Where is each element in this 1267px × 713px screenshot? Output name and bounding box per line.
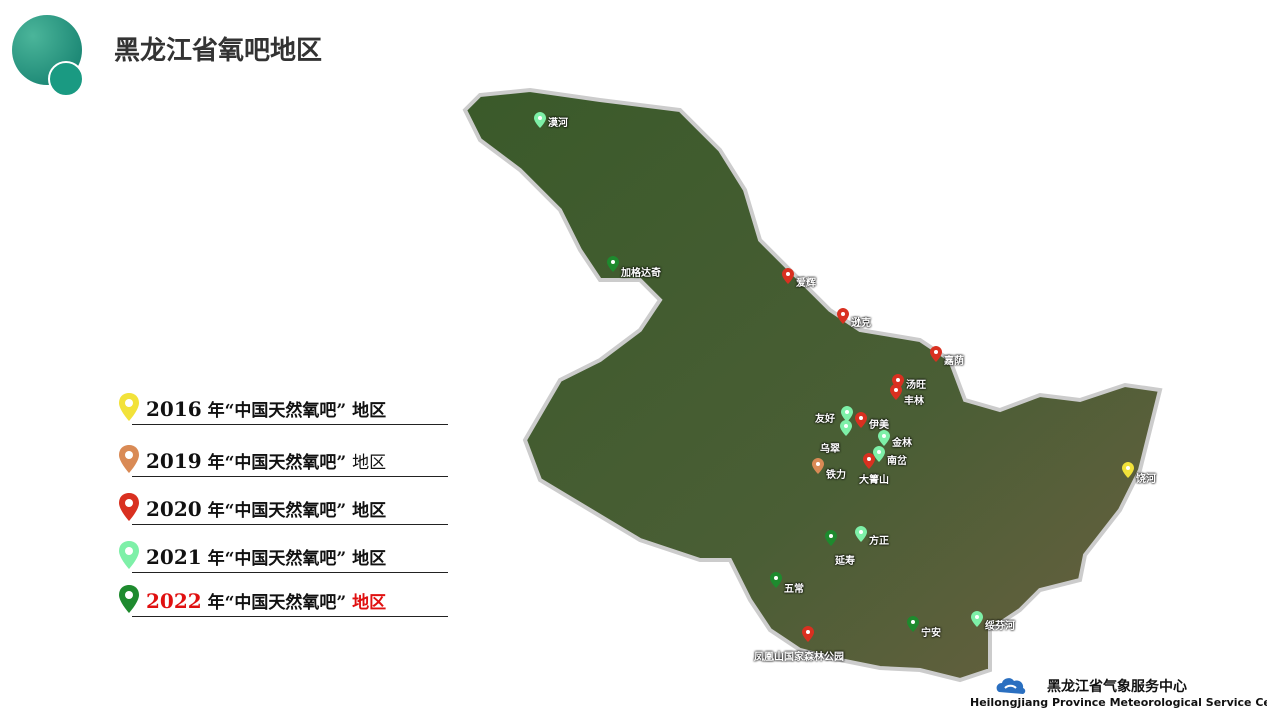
map-pin-icon [119, 445, 139, 473]
map-pin-icon [119, 585, 139, 613]
org-name-en: Heilongjiang Province Meteorological Ser… [970, 696, 1267, 709]
marker-label: 绥芬河 [985, 621, 1015, 632]
map-pin-icon [907, 616, 919, 632]
legend-year: 2016 [146, 397, 202, 421]
legend-year: 2020 [146, 497, 202, 521]
map-pin-icon [770, 572, 782, 588]
map-pin-icon [812, 458, 824, 474]
map-pin-icon [802, 626, 814, 642]
marker-label: 加格达奇 [621, 268, 661, 279]
map-pin-icon [841, 406, 853, 422]
marker-label: 延寿 [835, 556, 855, 567]
map-pin-icon [930, 346, 942, 362]
marker-label: 伊美 [869, 420, 889, 431]
marker-label: 嘉荫 [944, 356, 964, 367]
divider [132, 572, 448, 573]
marker-label: 汤旺 [906, 380, 926, 391]
legend-text: 年“中国天然氧吧” [207, 501, 347, 521]
map-pin-icon [607, 256, 619, 272]
marker-label: 南岔 [887, 456, 907, 467]
legend-suffix: 地区 [352, 501, 387, 521]
marker-label: 乌翠 [820, 444, 840, 455]
legend-item-2020: 2020 年“中国天然氧吧” 地区 [118, 490, 448, 530]
marker-label: 铁力 [826, 470, 846, 481]
page-title: 黑龙江省氧吧地区 [114, 36, 323, 66]
cloud-logo-icon [996, 678, 1026, 694]
legend-item-2016: 2016 年“中国天然氧吧” 地区 [118, 390, 448, 430]
map-pin-icon [873, 446, 885, 462]
map-pin-icon [840, 420, 852, 436]
marker-label: 方正 [869, 536, 889, 547]
map-pin-icon [119, 493, 139, 521]
legend-year: 2022 [146, 589, 202, 613]
divider [132, 616, 448, 617]
marker-label: 丰林 [904, 396, 924, 407]
legend-year: 2019 [146, 449, 202, 473]
legend-item-2022: 2022 年“中国天然氧吧” 地区 [118, 582, 448, 622]
marker-label: 宁安 [921, 628, 941, 639]
legend-item-2021: 2021 年“中国天然氧吧” 地区 [118, 538, 448, 578]
marker-label: 金林 [892, 438, 912, 449]
legend-suffix: 地区 [352, 401, 387, 421]
map-pin-icon [119, 393, 139, 421]
legend-text: 年“中国天然氧吧” [207, 593, 347, 613]
marker-label: 大箐山 [859, 475, 889, 486]
marker-label: 爱辉 [796, 278, 816, 289]
map-pin-icon [534, 112, 546, 128]
map-pin-icon [855, 526, 867, 542]
divider [132, 476, 448, 477]
map-pin-icon [878, 430, 890, 446]
org-name-cn: 黑龙江省气象服务中心 [1047, 679, 1187, 695]
legend-suffix: 地区 [352, 593, 387, 613]
legend-item-2019: 2019 年“中国天然氧吧” 地区 [118, 442, 448, 482]
marker-label: 凤凰山国家森林公园 [754, 652, 844, 663]
legend-year: 2021 [146, 545, 202, 569]
legend-text: 年“中国天然氧吧” [207, 453, 347, 473]
divider [132, 424, 448, 425]
map-pin-icon [855, 412, 867, 428]
marker-label: 逊克 [851, 318, 871, 329]
province-outline [462, 87, 1163, 683]
legend-suffix: 地区 [352, 453, 387, 473]
legend-text: 年“中国天然氧吧” [207, 549, 347, 569]
map-pin-icon [863, 453, 875, 469]
legend-text: 年“中国天然氧吧” [207, 401, 347, 421]
map-pin-icon [971, 611, 983, 627]
logo-circle-small [48, 61, 84, 97]
map-pin-icon [1122, 462, 1134, 478]
map-pin-icon [837, 308, 849, 324]
marker-label: 五常 [784, 584, 804, 595]
marker-label: 饶河 [1136, 474, 1156, 485]
map-pin-icon [825, 530, 837, 546]
marker-label: 漠河 [548, 118, 568, 129]
map-pin-icon [890, 384, 902, 400]
legend-suffix: 地区 [352, 549, 387, 569]
map-pin-icon [119, 541, 139, 569]
divider [132, 524, 448, 525]
map-pin-icon [782, 268, 794, 284]
marker-label: 友好 [815, 414, 835, 425]
